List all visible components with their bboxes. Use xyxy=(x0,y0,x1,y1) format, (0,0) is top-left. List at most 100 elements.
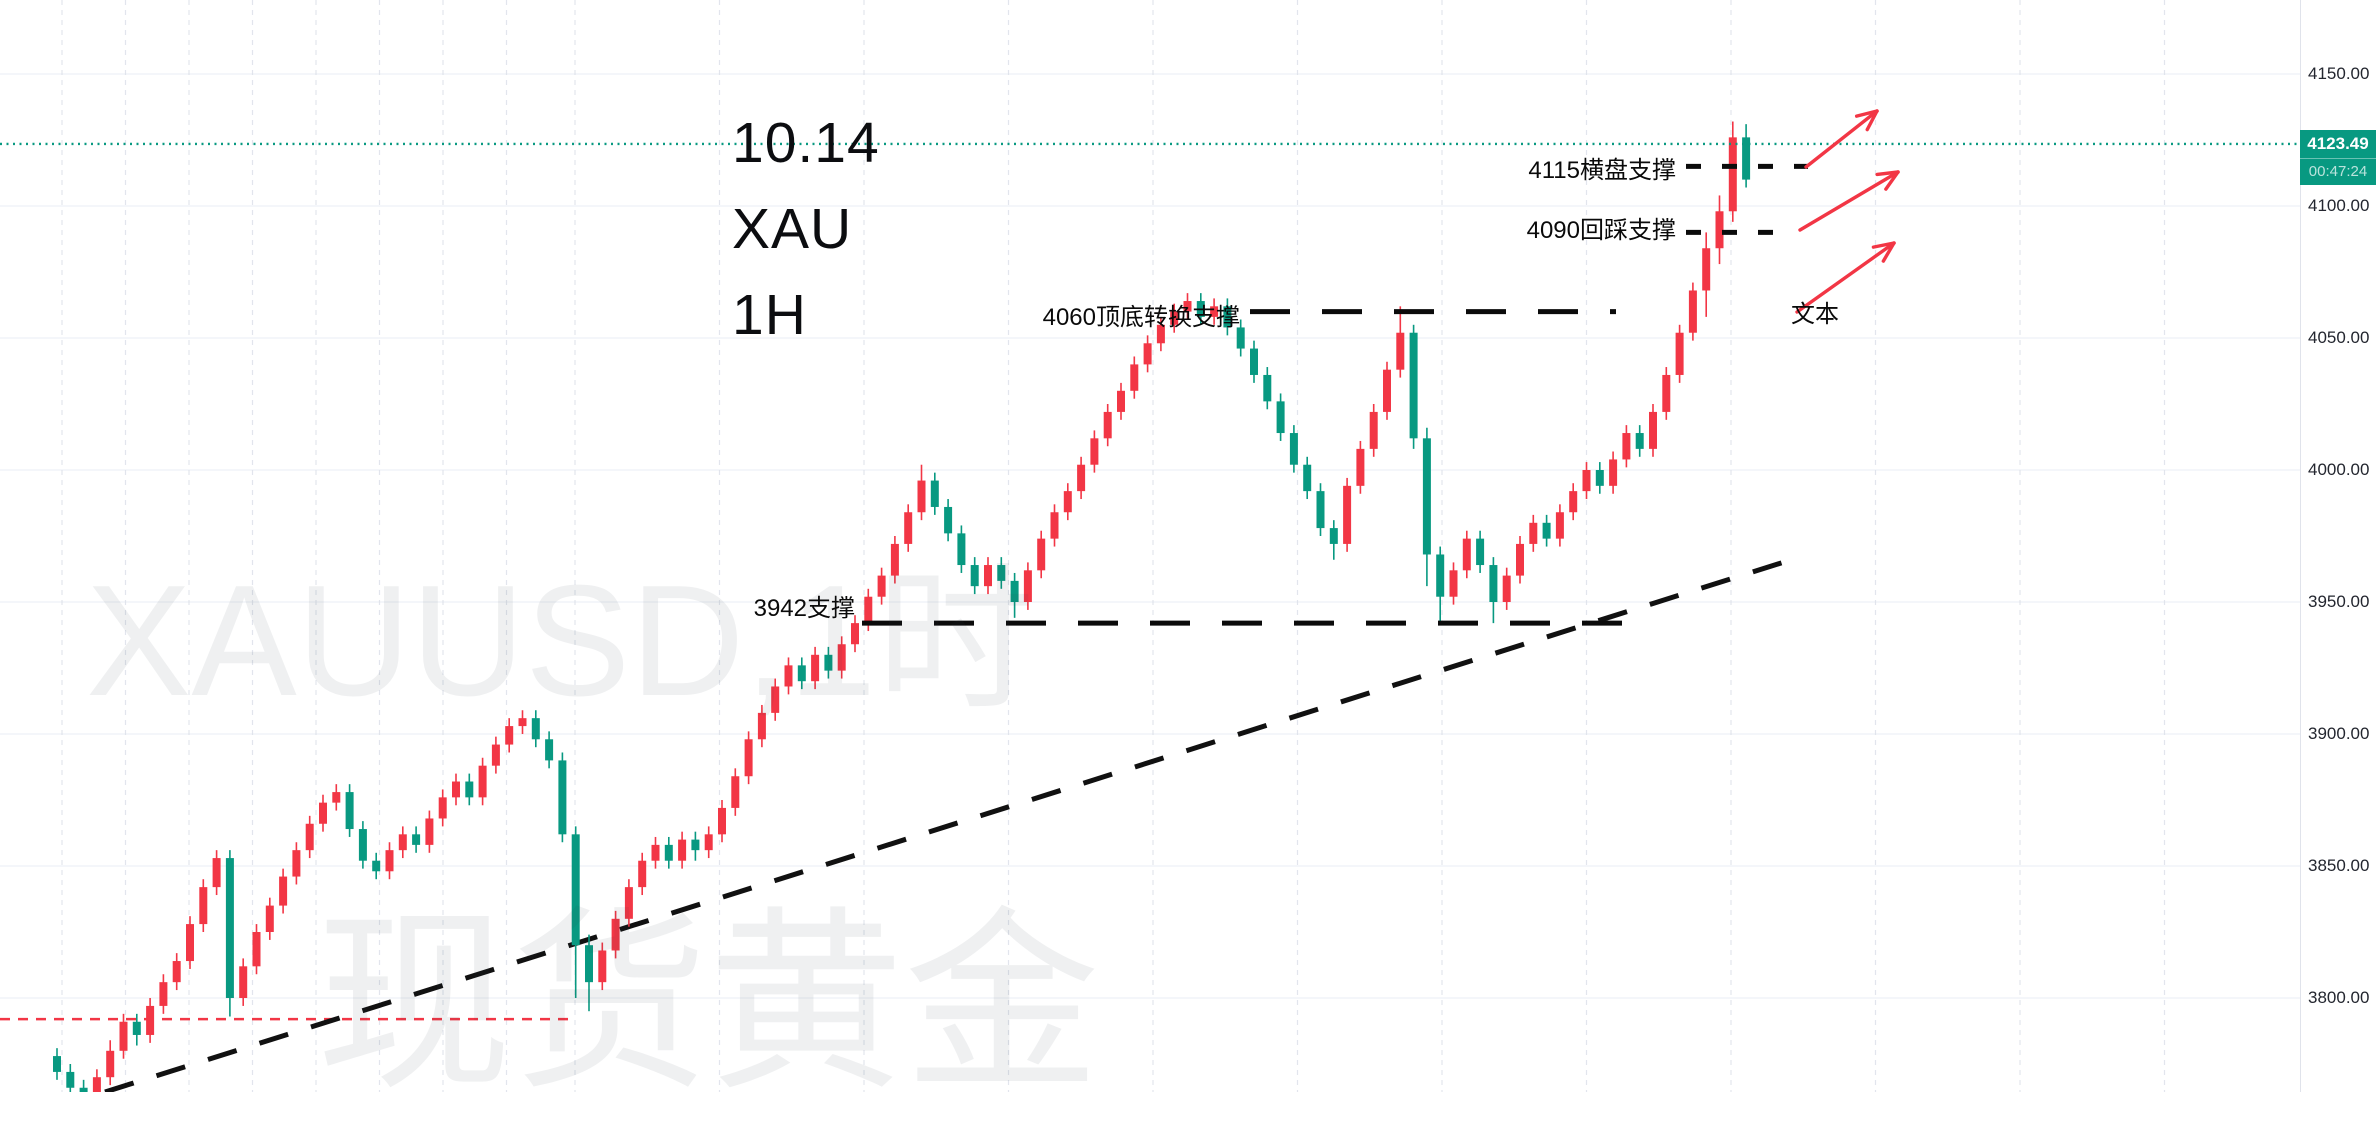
candle-body xyxy=(1742,137,1751,180)
candle xyxy=(146,998,155,1043)
annotation-4090-label[interactable]: 4090回踩支撑 xyxy=(1526,217,1676,244)
candle-body xyxy=(372,860,381,872)
candle-body xyxy=(957,533,966,566)
candle xyxy=(159,974,168,1014)
price-axis-label: 4000.00 xyxy=(2308,460,2370,479)
candle-body xyxy=(452,781,460,798)
annotation-4115-label[interactable]: 4115横盘支撑 xyxy=(1528,157,1676,184)
price-axis-label: 3950.00 xyxy=(2308,592,2370,611)
candle-body xyxy=(531,718,540,740)
candle-body xyxy=(106,1050,115,1078)
candle-body xyxy=(225,858,234,998)
candle xyxy=(545,731,554,769)
candle xyxy=(1369,404,1378,457)
candle xyxy=(718,800,726,843)
candle xyxy=(1210,298,1219,325)
candle xyxy=(1622,425,1631,468)
candle-body xyxy=(1462,538,1471,571)
candle xyxy=(1715,195,1724,265)
candle xyxy=(1090,430,1099,473)
candle xyxy=(1489,557,1498,624)
annotation-free-text-label[interactable]: 文本 xyxy=(1791,301,1839,328)
annotation-3942-label[interactable]: 3942支撑 xyxy=(753,595,855,622)
candle-body xyxy=(358,829,367,861)
candle-body xyxy=(797,665,806,682)
candle-body xyxy=(1156,324,1165,344)
candle xyxy=(1050,504,1059,547)
candle xyxy=(598,942,607,991)
candle xyxy=(1688,282,1697,341)
candle-body xyxy=(1649,411,1657,449)
candle-body xyxy=(1715,211,1724,249)
candle-body xyxy=(252,932,261,967)
up-arrow[interactable] xyxy=(1795,241,1896,314)
candle-body xyxy=(1356,448,1365,486)
candle xyxy=(811,646,820,690)
candle-body xyxy=(1635,433,1644,449)
candle-body xyxy=(678,839,687,861)
candle xyxy=(1343,477,1352,552)
candle xyxy=(1529,514,1538,552)
candle xyxy=(53,1048,61,1080)
up-arrow-head xyxy=(1854,109,1879,118)
chart-canvas[interactable] xyxy=(0,0,2376,1092)
candle-body xyxy=(1622,433,1631,460)
price-axis-label: 3850.00 xyxy=(2308,856,2370,875)
candle xyxy=(452,773,460,806)
candle xyxy=(1303,456,1312,500)
up-arrow[interactable] xyxy=(1798,170,1900,232)
candle-body xyxy=(1130,364,1139,391)
chart-note-text[interactable]: 10.14 XAU 1H xyxy=(732,100,880,358)
candle-body xyxy=(1529,522,1538,544)
candle xyxy=(1516,536,1524,584)
candle xyxy=(1476,530,1485,573)
candle xyxy=(638,852,647,896)
candle-body xyxy=(1436,554,1445,597)
candle xyxy=(731,768,740,816)
up-arrow-head xyxy=(1881,241,1896,263)
candle xyxy=(957,525,966,573)
candle-body xyxy=(1316,491,1325,529)
candle xyxy=(279,868,288,914)
candle xyxy=(1289,425,1298,473)
candle-body xyxy=(824,654,833,671)
candle xyxy=(425,810,434,853)
candle xyxy=(305,815,314,859)
candle xyxy=(319,794,327,832)
candle xyxy=(292,842,301,885)
candle xyxy=(1728,121,1737,222)
candle-body xyxy=(1489,565,1498,602)
candle-body xyxy=(1449,570,1458,597)
candle-body xyxy=(1250,348,1258,375)
candle xyxy=(186,916,194,969)
h-gridlines xyxy=(0,73,2300,999)
candle-body xyxy=(651,844,660,861)
candle-body xyxy=(864,596,873,624)
candle xyxy=(1196,293,1205,325)
candle xyxy=(1569,483,1578,521)
up-arrow[interactable] xyxy=(1804,109,1879,169)
candle xyxy=(611,910,620,959)
candle xyxy=(984,557,992,595)
annotation-4060-label[interactable]: 4060顶底转换支撑 xyxy=(1042,304,1240,331)
candle-body xyxy=(545,739,554,761)
last-price-badge: 4123.49 00:47:24 xyxy=(2300,130,2376,185)
candle-body xyxy=(398,834,407,851)
candle-body xyxy=(718,807,726,835)
candle-body xyxy=(425,818,434,845)
v-gridlines xyxy=(61,0,2166,1092)
candle-body xyxy=(904,512,913,544)
candle xyxy=(585,934,593,1012)
candle-body xyxy=(465,781,474,798)
candle xyxy=(678,831,687,869)
trend-line[interactable] xyxy=(104,555,1798,1092)
candle-body xyxy=(79,1087,88,1092)
candle xyxy=(1462,530,1471,579)
candle xyxy=(412,826,421,853)
candle-body xyxy=(1117,390,1125,412)
candle-body xyxy=(1050,512,1059,539)
candle-body xyxy=(1702,248,1711,291)
candle-body xyxy=(172,961,181,983)
candle-body xyxy=(837,644,846,671)
